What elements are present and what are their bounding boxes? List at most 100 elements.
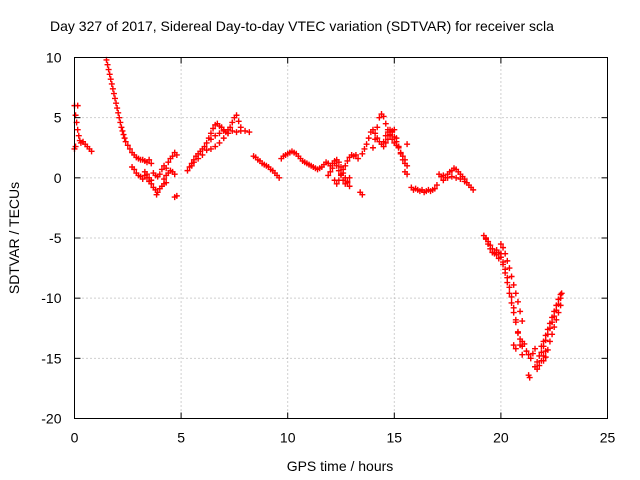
data-point	[525, 351, 532, 358]
data-point	[558, 290, 565, 297]
data-point	[557, 302, 564, 309]
data-point	[74, 102, 81, 109]
x-tick-label: 0	[71, 430, 79, 446]
data-point	[338, 171, 344, 178]
y-tick-label: -10	[41, 290, 61, 306]
data-point	[510, 342, 517, 349]
data-point	[555, 309, 562, 316]
data-point	[542, 332, 549, 339]
data-point	[126, 145, 133, 152]
data-point	[115, 109, 122, 116]
data-point	[110, 90, 117, 97]
data-point	[389, 129, 396, 136]
data-point	[510, 309, 517, 316]
data-point	[536, 352, 543, 359]
data-point	[220, 127, 227, 134]
data-point	[555, 296, 562, 303]
data-point	[549, 331, 556, 338]
data-point	[118, 124, 125, 131]
data-point	[551, 308, 558, 315]
data-point	[74, 126, 81, 133]
data-point	[161, 176, 168, 183]
data-point	[504, 257, 511, 264]
data-point	[557, 291, 564, 298]
chart-title: Day 327 of 2017, Sidereal Day-to-day VTE…	[50, 18, 554, 34]
data-point	[382, 132, 389, 139]
data-point	[500, 261, 507, 268]
data-point	[109, 85, 116, 92]
y-tick-label: -5	[49, 230, 62, 246]
data-point	[506, 284, 513, 291]
data-point	[203, 139, 210, 146]
data-point	[190, 159, 197, 166]
data-point	[393, 138, 400, 145]
x-tick-label: 15	[387, 430, 403, 446]
data-point	[380, 113, 387, 120]
data-point	[173, 192, 180, 199]
data-point	[235, 118, 242, 125]
data-point	[382, 120, 389, 127]
data-point	[156, 171, 163, 178]
data-point	[352, 151, 359, 158]
y-tick-label: 10	[46, 50, 62, 66]
data-point	[188, 162, 195, 169]
data-point	[108, 80, 115, 87]
data-point	[506, 290, 513, 297]
data-point	[342, 174, 349, 181]
data-point	[512, 345, 519, 352]
data-point	[210, 125, 217, 132]
data-point	[361, 145, 368, 152]
data-point	[500, 244, 507, 251]
data-point	[510, 281, 517, 288]
data-point	[514, 298, 521, 305]
data-point	[536, 362, 543, 369]
data-point	[148, 160, 155, 167]
data-point	[470, 186, 477, 193]
data-point	[431, 185, 438, 192]
data-point	[163, 179, 170, 186]
data-point	[526, 374, 533, 381]
data-point	[433, 182, 440, 189]
data-point	[329, 165, 336, 172]
axis-ticks	[74, 57, 608, 419]
y-tick-label: 5	[54, 110, 62, 126]
data-point	[146, 156, 153, 163]
data-point	[88, 148, 95, 155]
data-point	[363, 141, 370, 148]
data-point	[199, 151, 206, 158]
data-point	[540, 338, 547, 345]
data-point	[544, 326, 551, 333]
data-point	[331, 160, 338, 167]
data-point	[119, 127, 126, 134]
data-point	[523, 348, 530, 355]
data-point	[493, 251, 500, 258]
data-point	[143, 171, 150, 178]
data-point	[207, 145, 214, 152]
data-point	[404, 141, 411, 148]
data-point	[165, 159, 172, 166]
data-point	[75, 132, 82, 139]
data-point	[220, 135, 227, 142]
data-point	[489, 245, 496, 252]
data-point	[229, 127, 236, 134]
data-point	[440, 177, 447, 184]
data-point	[344, 179, 351, 186]
data-point	[517, 308, 524, 315]
data-point	[369, 126, 376, 133]
data-point	[376, 114, 383, 121]
data-point	[124, 142, 131, 149]
data-point	[502, 269, 509, 276]
data-point	[380, 138, 387, 145]
data-point	[242, 127, 249, 134]
y-tick-label: -15	[41, 350, 61, 366]
data-point	[508, 293, 515, 300]
data-point	[122, 138, 129, 145]
data-point	[553, 316, 560, 323]
data-point	[374, 124, 381, 131]
data-point	[335, 167, 342, 174]
data-point	[113, 100, 120, 107]
x-tick-labels: 0 5 10 15 20 25	[71, 430, 616, 446]
data-point	[519, 351, 526, 358]
